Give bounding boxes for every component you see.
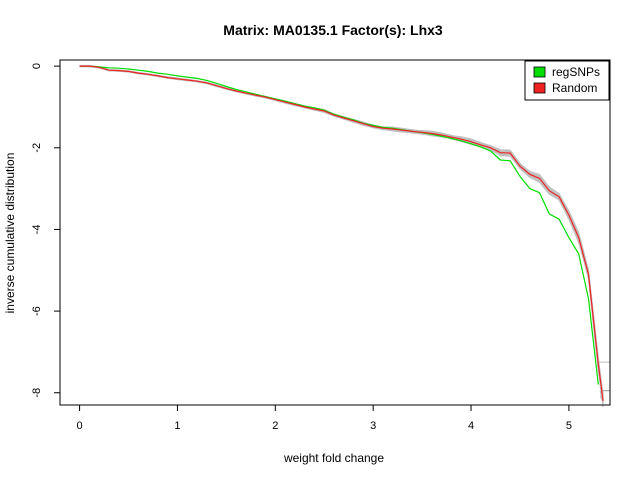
- legend-label-random: Random: [552, 81, 597, 95]
- y-tick-label: -2: [31, 143, 43, 153]
- y-axis: 0 -2 -4 -6 -8: [31, 63, 60, 398]
- legend: regSNPs Random: [524, 60, 610, 101]
- background-run-line: [79, 65, 604, 395]
- y-tick-label: -6: [31, 306, 43, 316]
- x-axis-label: weight fold change: [283, 451, 384, 465]
- background-runs: [79, 65, 610, 408]
- legend-swatch-random: [533, 82, 546, 94]
- series-line-random: [79, 65, 604, 401]
- y-tick-label: 0: [31, 63, 43, 69]
- x-tick-label: 2: [272, 420, 278, 432]
- series-line-regsnps: [79, 65, 599, 385]
- legend-swatch-regsnps: [533, 66, 546, 78]
- x-tick-label: 3: [370, 420, 376, 432]
- x-tick-label: 1: [174, 420, 180, 432]
- y-axis-label: inverse cumulative distribution: [3, 153, 17, 314]
- plot-frame: [59, 59, 611, 406]
- series-layer: [79, 65, 604, 401]
- legend-label-regsnps: regSNPs: [552, 65, 600, 79]
- x-axis: 0 1 2 3 4 5: [77, 405, 572, 432]
- y-tick-label: -4: [31, 225, 43, 235]
- chart-title: Matrix: MA0135.1 Factor(s): Lhx3: [223, 22, 443, 38]
- background-run-line: [79, 65, 604, 397]
- x-tick-label: 0: [77, 420, 83, 432]
- x-tick-label: 5: [566, 420, 572, 432]
- background-run-line: [79, 65, 604, 396]
- x-tick-label: 4: [468, 420, 474, 432]
- y-tick-label: -8: [31, 388, 43, 398]
